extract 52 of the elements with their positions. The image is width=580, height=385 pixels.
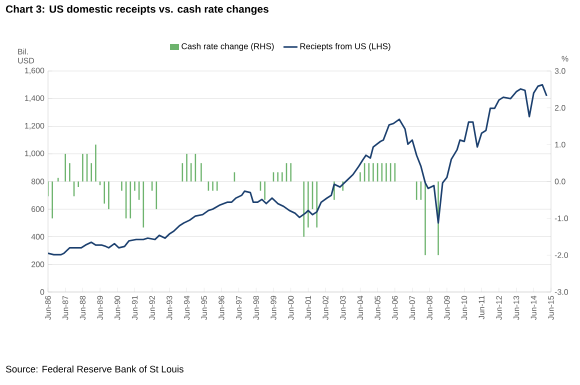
- x-tick-label: Jun-97: [236, 296, 242, 320]
- x-tick-label: Jun-06: [392, 296, 398, 320]
- y2-tick-label: -3.0: [554, 289, 568, 295]
- x-tick-label: Jun-00: [288, 296, 294, 320]
- y-axis-title: Bil. USD: [18, 48, 34, 64]
- x-tick-label: Jun-05: [374, 296, 380, 320]
- x-tick-label: Jun-91: [132, 296, 138, 320]
- x-tick-label: Jun-86: [45, 296, 51, 320]
- y2-tick-label: -1.0: [554, 216, 568, 222]
- x-tick-label: Jun-14: [530, 296, 536, 320]
- x-tick-label: Jun-89: [97, 296, 103, 320]
- y-tick-label: 600: [32, 206, 44, 212]
- x-tick-label: Jun-13: [513, 296, 520, 320]
- x-tick-label: Jun-08: [426, 296, 432, 320]
- x-tick-label: Jun-87: [62, 296, 68, 320]
- y2-tick-label: 0.0: [554, 178, 566, 184]
- x-tick-label: Jun-10: [461, 296, 468, 320]
- y2-axis-title: %: [562, 56, 568, 62]
- legend-label: Cash rate change (RHS): [182, 43, 274, 51]
- x-tick-label: Jun-94: [184, 296, 190, 320]
- x-tick-label: Jun-11: [478, 296, 484, 320]
- y2-tick-label: -2.0: [554, 252, 568, 258]
- x-tick-label: Jun-90: [114, 296, 120, 320]
- source-note: Source: Federal Reserve Bank of St Louis: [6, 366, 184, 372]
- legend-label: Reciepts from US (LHS): [300, 43, 390, 51]
- x-tick-label: Jun-88: [80, 296, 86, 320]
- x-tick-label: Jun-12: [496, 296, 502, 320]
- x-tick-label: Jun-93: [166, 296, 172, 320]
- x-tick-label: Jun-92: [149, 296, 155, 320]
- x-tick-label: Jun-98: [253, 296, 259, 320]
- x-tick-label: Jun-07: [409, 296, 416, 320]
- y-tick-label: 800: [31, 178, 44, 184]
- x-tick-label: Jun-95: [201, 296, 207, 320]
- y2-tick-label: 2.0: [554, 105, 566, 111]
- x-tick-label: Jun-01: [305, 296, 312, 320]
- y-tick-label: 1,200: [25, 122, 44, 130]
- y-tick-label: 1,400: [25, 95, 44, 102]
- y-tick-label: 200: [32, 262, 44, 268]
- x-tick-label: Jun-09: [444, 296, 450, 320]
- y-tick-label: 1,600: [25, 68, 44, 74]
- x-tick-label: Jun-02: [322, 296, 328, 320]
- y2-tick-label: 1.0: [555, 142, 566, 148]
- x-tick-label: Jun-04: [357, 296, 364, 320]
- y-tick-label: 400: [31, 234, 44, 240]
- y-tick-label: 0: [40, 289, 44, 295]
- y-tick-label: 1,000: [25, 150, 44, 158]
- chart-title: Chart 3: US domestic receipts vs. cash rate changes: [6, 5, 268, 15]
- x-tick-label: Jun-96: [218, 296, 224, 320]
- x-tick-label: Jun-03: [340, 296, 346, 320]
- x-tick-label: Jun-15: [548, 296, 554, 320]
- y2-tick-label: 3.0: [554, 68, 566, 74]
- x-tick-label: Jun-99: [270, 296, 276, 320]
